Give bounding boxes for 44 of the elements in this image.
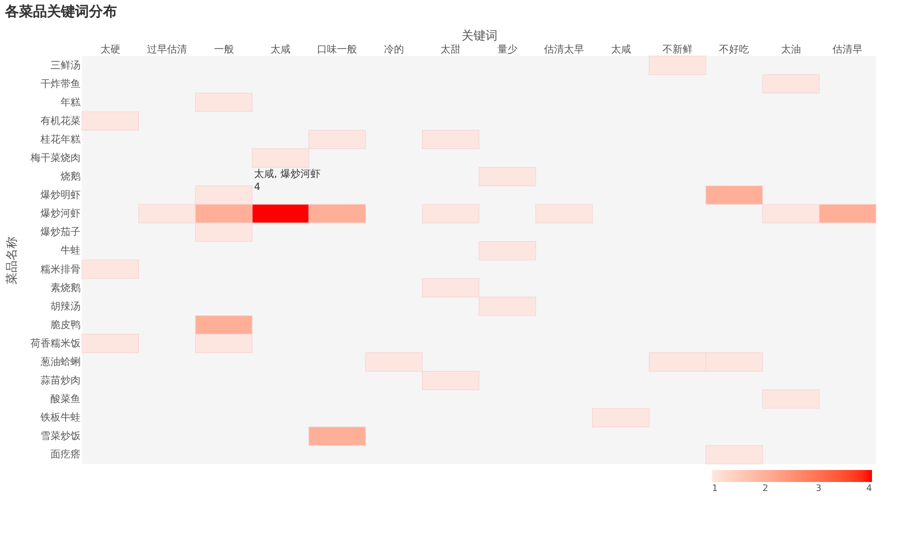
y-tick-label: 荷香糯米饭 bbox=[30, 337, 80, 350]
y-axis-title: 菜品名称 bbox=[4, 236, 18, 284]
y-tick-label: 爆炒明虾 bbox=[40, 189, 80, 202]
y-tick-label: 雪菜炒饭 bbox=[40, 430, 80, 442]
x-tick-label: 太咸 bbox=[610, 44, 631, 56]
y-tick-label: 酸菜鱼 bbox=[50, 393, 80, 406]
x-axis-title: 关键词 bbox=[462, 28, 498, 42]
y-tick-label: 干炸带鱼 bbox=[40, 78, 80, 90]
x-tick-label: 量少 bbox=[497, 44, 518, 56]
color-bar-label: 4 bbox=[866, 484, 872, 494]
y-tick-label: 糯米排骨 bbox=[40, 263, 80, 276]
y-tick-label: 年糕 bbox=[60, 96, 80, 108]
y-tick-label: 胡辣汤 bbox=[50, 300, 80, 312]
y-tick-label: 素烧鹅 bbox=[50, 282, 80, 294]
x-tick-label: 一般 bbox=[214, 44, 234, 56]
y-tick-label: 三鲜汤 bbox=[50, 59, 80, 72]
x-tick-label: 估清太早 bbox=[544, 44, 584, 56]
x-tick-label: 太咸 bbox=[270, 44, 290, 56]
y-tick-label: 铁板牛蛙 bbox=[40, 412, 80, 424]
y-tick-label: 爆炒茄子 bbox=[40, 226, 80, 238]
chart-title: 各菜品关键词分布 bbox=[4, 3, 117, 20]
y-tick-label: 爆炒河虾 bbox=[40, 208, 80, 220]
y-tick-label: 葱油蛤蜊 bbox=[40, 356, 80, 368]
y-tick-label: 梅干菜烧肉 bbox=[30, 152, 80, 164]
y-tick-label: 脆皮鸭 bbox=[50, 318, 80, 331]
color-bar-label: 2 bbox=[762, 484, 768, 494]
x-tick-label: 口味一般 bbox=[317, 44, 358, 56]
color-bar-label: 3 bbox=[816, 484, 822, 494]
x-tick-label: 冷的 bbox=[384, 44, 404, 56]
y-tick-label: 有机花菜 bbox=[40, 114, 80, 127]
y-tick-label: 面疙瘩 bbox=[50, 448, 80, 461]
x-tick-label: 不新鲜 bbox=[662, 44, 692, 56]
y-tick-label: 桂花年糕 bbox=[40, 133, 80, 146]
y-tick-label: 牛蛙 bbox=[60, 244, 80, 257]
annotation: 太咸, 爆炒河虾 4 bbox=[254, 168, 320, 193]
x-tick-label: 估清早 bbox=[832, 44, 863, 56]
y-tick-label: 蒜苗炒肉 bbox=[40, 374, 80, 387]
x-tick-label: 太油 bbox=[780, 44, 801, 56]
x-tick-label: 太硬 bbox=[100, 44, 120, 56]
y-tick-label: 烧鹅 bbox=[60, 170, 80, 183]
color-bar-label: 1 bbox=[712, 484, 718, 494]
x-tick-label: 不好吃 bbox=[719, 44, 750, 56]
x-tick-label: 过早估清 bbox=[147, 44, 188, 56]
x-tick-label: 太甜 bbox=[440, 44, 461, 56]
